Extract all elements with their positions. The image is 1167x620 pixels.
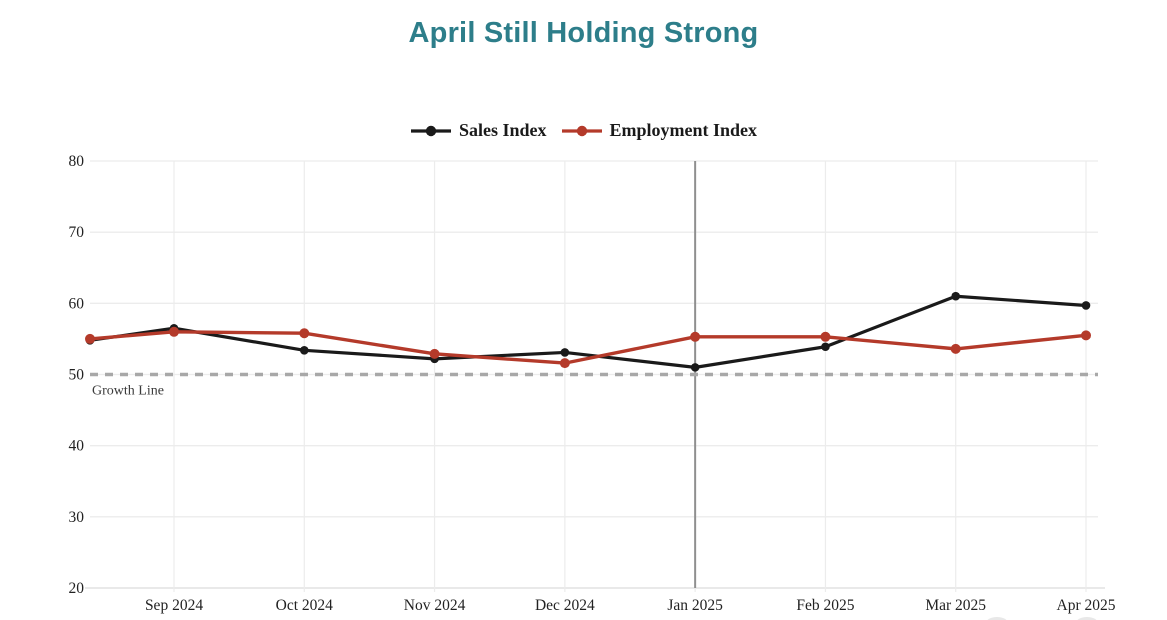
employment-index-point <box>1081 330 1091 341</box>
x-tick-label: Dec 2024 <box>535 597 595 614</box>
chart-title: April Still Holding Strong <box>408 17 759 49</box>
legend-item-employment: Employment Index <box>561 120 758 141</box>
employment-index-point <box>299 328 310 339</box>
y-tick-label: 60 <box>69 295 85 312</box>
sales-line-marker-icon <box>410 125 451 136</box>
sales-index-point <box>690 363 700 372</box>
bottom-edge-artifact <box>987 617 1007 620</box>
employment-index-point <box>820 331 831 342</box>
sales-index-point <box>821 342 830 352</box>
x-tick-label: Nov 2024 <box>404 597 466 614</box>
sales-index-point <box>1081 301 1091 310</box>
y-tick-label: 40 <box>69 438 85 455</box>
sales-index-point <box>951 291 961 301</box>
x-tick-label: Mar 2025 <box>925 597 986 614</box>
growth-line-label: Growth Line <box>92 384 164 399</box>
employment-index-point <box>950 343 961 354</box>
y-tick-label: 80 <box>69 153 85 170</box>
legend-label-sales: Sales Index <box>458 120 547 140</box>
employment-index-point <box>559 358 570 369</box>
y-tick-label: 20 <box>69 580 85 597</box>
employment-index-point <box>85 333 95 344</box>
x-tick-label: Feb 2025 <box>796 597 854 614</box>
x-tick-label: Jan 2025 <box>667 597 723 614</box>
legend-label-employment: Employment Index <box>609 120 758 140</box>
x-tick-label: Oct 2024 <box>276 597 334 614</box>
y-tick-label: 30 <box>69 509 85 526</box>
employment-index-line <box>88 330 1088 365</box>
employment-index-point <box>690 331 701 342</box>
employment-line-marker-icon <box>561 125 602 136</box>
employment-index-point <box>169 326 179 337</box>
x-tick-label: Sep 2024 <box>145 597 203 614</box>
chart-legend: Sales Index Employment Index <box>0 120 1167 141</box>
y-tick-label: 70 <box>69 224 85 241</box>
y-tick-label: 50 <box>69 367 85 384</box>
legend-item-sales: Sales Index <box>410 120 547 141</box>
bottom-edge-artifact <box>1077 617 1097 620</box>
sales-index-point <box>560 348 570 357</box>
sales-index-point <box>299 346 309 355</box>
employment-index-point <box>429 348 440 359</box>
x-tick-label: Apr 2025 <box>1057 597 1116 614</box>
